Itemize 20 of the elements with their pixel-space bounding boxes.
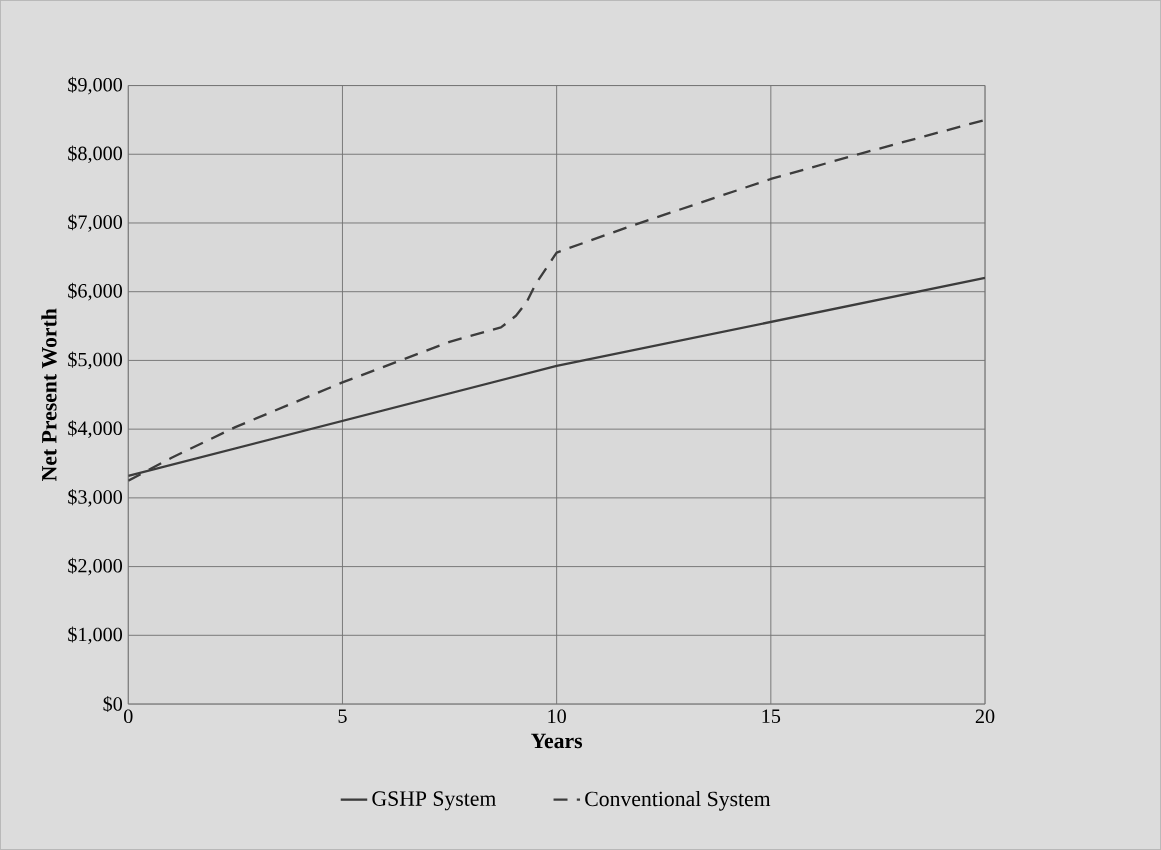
y-axis-title: Net Present Worth xyxy=(41,308,57,482)
y-tick-label: $7,000 xyxy=(68,214,123,232)
x-tick-label: 5 xyxy=(338,709,347,723)
y-tick-label: $3,000 xyxy=(68,489,123,507)
legend-label: GSHP System xyxy=(372,791,496,811)
y-tick-label: $6,000 xyxy=(68,282,123,301)
y-tick-label: $0 xyxy=(103,696,123,713)
line-series xyxy=(128,118,986,482)
x-tick-label: 0 xyxy=(124,709,133,724)
x-tick-label: 20 xyxy=(975,709,995,724)
x-axis-title: Years xyxy=(531,733,583,749)
y-tick-label: $1,000 xyxy=(68,626,123,645)
legend-label: Conventional System xyxy=(585,790,771,811)
y-tick-label: $5,000 xyxy=(68,351,123,370)
y-tick-label: $8,000 xyxy=(68,145,123,164)
y-tick-label: $4,000 xyxy=(68,420,123,439)
x-tick-label: 15 xyxy=(762,709,781,724)
y-tick-label: $9,000 xyxy=(68,76,123,95)
x-tick-label: 10 xyxy=(548,709,566,724)
y-tick-label: $2,000 xyxy=(68,557,123,576)
